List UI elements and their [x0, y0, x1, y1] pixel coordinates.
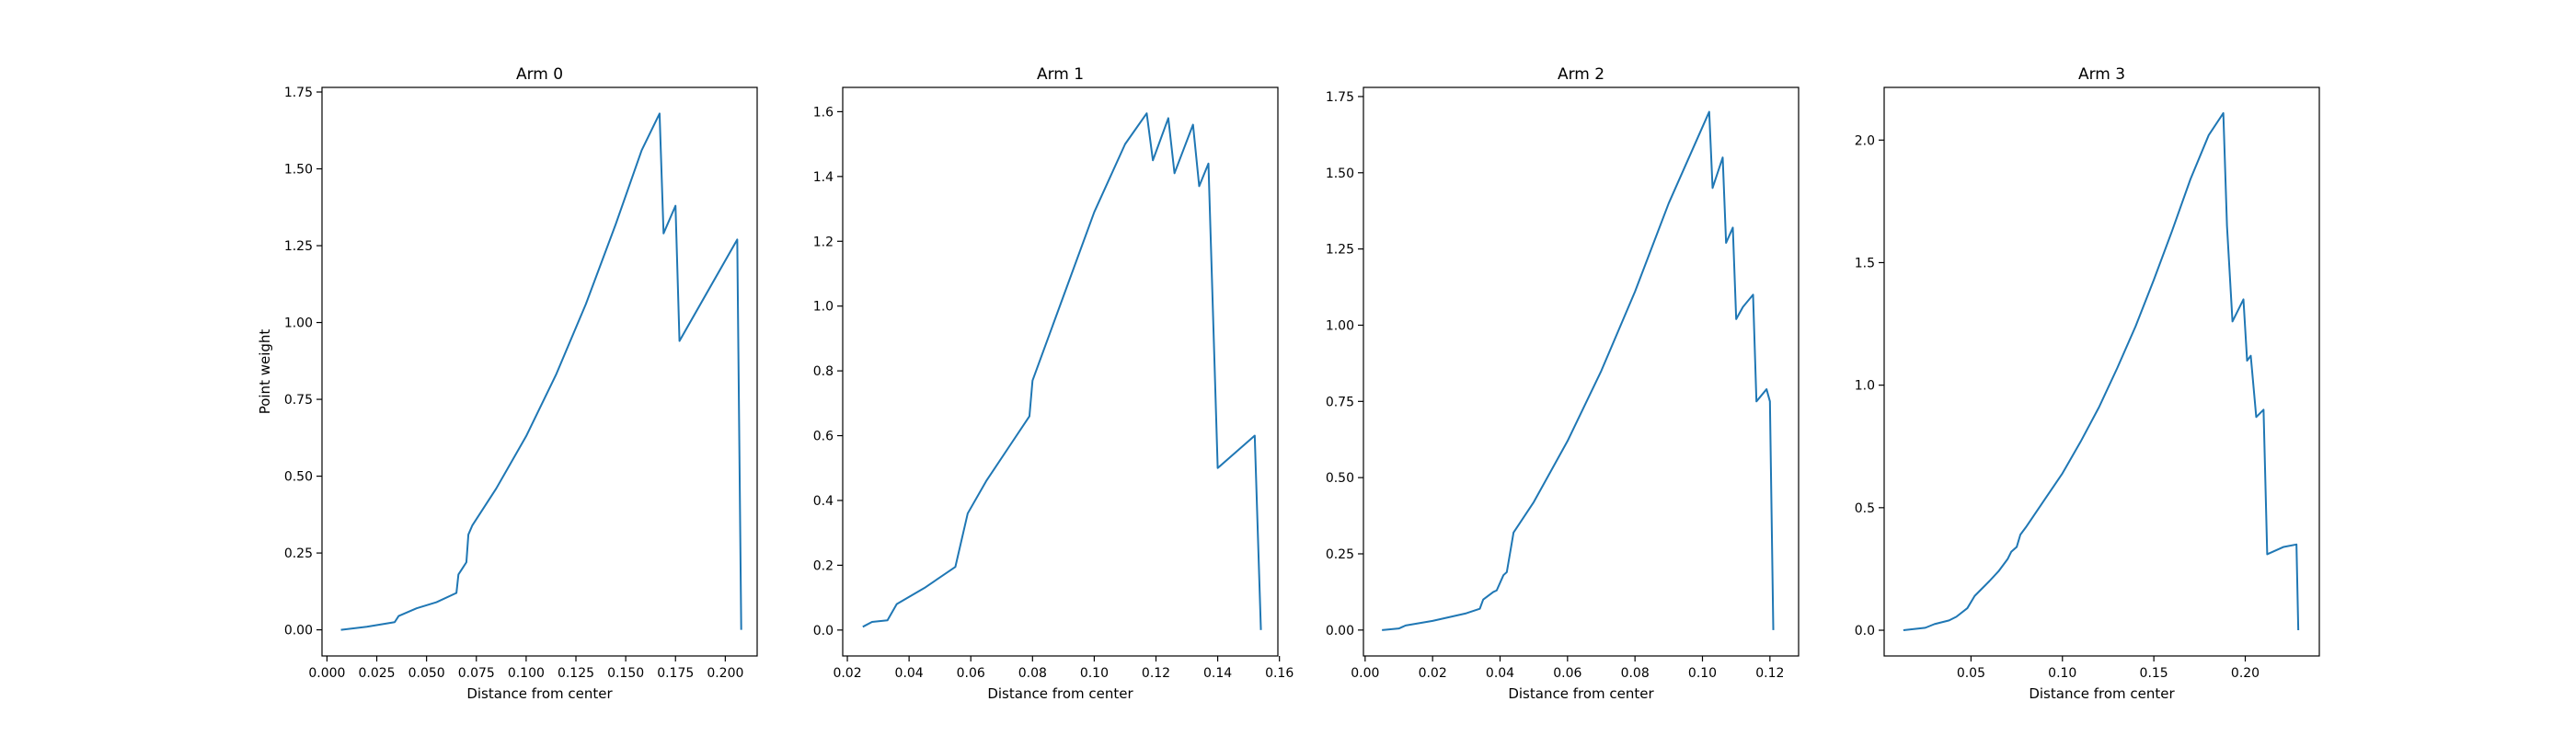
y-tick-label: 1.50 [284, 163, 313, 178]
y-tick-label: 0.0 [813, 624, 834, 638]
x-tick-label: 0.000 [308, 666, 345, 681]
y-axis-label: Point weight [257, 329, 273, 415]
y-tick-label: 1.2 [813, 235, 834, 249]
x-tick-label: 0.00 [1351, 666, 1379, 681]
x-tick-label: 0.02 [1419, 666, 1447, 681]
series-line [1903, 111, 2300, 632]
y-tick-label: 0.00 [284, 624, 313, 638]
y-tick-label: 1.4 [813, 170, 834, 185]
x-tick-label: 0.12 [1142, 666, 1170, 681]
series-line [340, 112, 742, 631]
x-tick-label: 0.04 [895, 666, 924, 681]
x-tick-label: 0.100 [508, 666, 545, 681]
x-tick-label: 0.16 [1265, 666, 1294, 681]
x-tick-label: 0.10 [1080, 666, 1109, 681]
y-tick-label: 0.75 [1326, 395, 1354, 409]
y-tick-label: 1.5 [1855, 256, 1875, 270]
y-tick-label: 1.6 [813, 105, 834, 120]
x-tick-label: 0.15 [2140, 666, 2168, 681]
series-line [1382, 110, 1775, 631]
x-tick-label: 0.06 [1553, 666, 1581, 681]
x-tick-label: 0.075 [458, 666, 495, 681]
y-tick-label: 1.00 [1326, 318, 1354, 333]
x-axis-label: Distance from center [1508, 685, 1654, 702]
subplot-0: 0.000 0.025 0.050 0.075 0.100 0.125 0.150 0.175… [257, 65, 758, 702]
y-tick-label: 0.50 [1326, 471, 1354, 486]
y-tick-label: 1.0 [813, 300, 834, 315]
subplot-1: 0.02 0.04 0.06 0.08 0.10 0.12 0.14 0.16 0.0 0.2 0.… [813, 65, 1294, 702]
x-tick-label: 0.14 [1203, 666, 1232, 681]
x-tick-label: 0.150 [607, 666, 644, 681]
subplot-3: 0.05 0.10 0.15 0.20 0.0 0.5 1.0 1.5 2.0 Arm 3 Dist… [1855, 65, 2320, 702]
x-tick-label: 0.05 [1957, 666, 1985, 681]
y-tick-label: 1.25 [1326, 243, 1354, 258]
x-axis-label: Distance from center [2029, 685, 2175, 702]
subplot-title: Arm 1 [1037, 65, 1084, 84]
y-tick-label: 1.25 [284, 239, 313, 254]
y-tick-label: 0.50 [284, 470, 313, 485]
y-tick-label: 0.0 [1855, 624, 1875, 638]
series-line [862, 112, 1262, 630]
x-axis-label: Distance from center [987, 685, 1133, 702]
subplot-2: 0.00 0.02 0.04 0.06 0.08 0.10 0.12 0.00 0.25 0.50… [1326, 65, 1800, 702]
x-tick-label: 0.10 [2048, 666, 2076, 681]
y-tick-label: 0.25 [284, 546, 313, 561]
x-tick-label: 0.125 [558, 666, 594, 681]
subplot-title: Arm 0 [516, 65, 563, 84]
x-tick-label: 0.02 [833, 666, 861, 681]
x-tick-label: 0.04 [1486, 666, 1514, 681]
y-tick-label: 0.4 [813, 494, 834, 509]
y-tick-label: 2.0 [1855, 133, 1875, 148]
x-tick-label: 0.025 [358, 666, 395, 681]
x-tick-label: 0.175 [657, 666, 694, 681]
y-tick-label: 1.0 [1855, 379, 1875, 394]
y-tick-label: 0.75 [284, 393, 313, 408]
y-tick-label: 0.00 [1326, 624, 1354, 638]
y-tick-label: 0.6 [813, 430, 834, 444]
y-tick-label: 0.2 [813, 558, 834, 573]
y-tick-label: 1.75 [1326, 90, 1354, 105]
subplot-title: Arm 2 [1558, 65, 1604, 84]
y-tick-label: 0.25 [1326, 547, 1354, 562]
x-tick-label: 0.20 [2231, 666, 2260, 681]
x-tick-label: 0.10 [1688, 666, 1717, 681]
x-tick-label: 0.12 [1755, 666, 1784, 681]
subplot-title: Arm 3 [2078, 65, 2125, 84]
x-tick-label: 0.050 [408, 666, 445, 681]
axes-frame [1363, 86, 1800, 657]
y-tick-label: 0.5 [1855, 501, 1875, 516]
y-tick-label: 1.50 [1326, 167, 1354, 181]
x-tick-label: 0.08 [1621, 666, 1650, 681]
x-axis-label: Distance from center [466, 685, 613, 702]
y-tick-label: 1.75 [284, 86, 313, 100]
axes-frame [321, 86, 758, 657]
x-tick-label: 0.06 [957, 666, 985, 681]
x-tick-label: 0.200 [707, 666, 743, 681]
axes-frame [1883, 86, 2320, 657]
y-tick-label: 1.00 [284, 316, 313, 331]
axes-frame [842, 86, 1279, 657]
x-tick-label: 0.08 [1018, 666, 1047, 681]
y-tick-label: 0.8 [813, 364, 834, 379]
